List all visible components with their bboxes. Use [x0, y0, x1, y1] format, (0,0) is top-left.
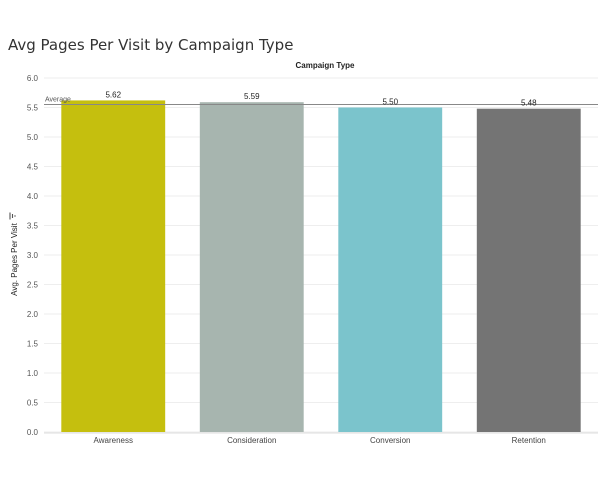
bar-consideration [199, 102, 304, 432]
x-axis-ticks: Awareness Consideration Conversion Retentio… [94, 436, 546, 445]
bar-retention [476, 108, 581, 433]
y-tick-label: 0.5 [27, 399, 39, 408]
y-tick-label: 5.0 [27, 133, 39, 142]
x-tick-label: Consideration [227, 436, 276, 445]
y-tick-label: 3.0 [27, 251, 39, 260]
y-tick-label: 5.5 [27, 104, 39, 113]
y-tick-label: 1.5 [27, 340, 39, 349]
y-tick-label: 4.0 [27, 192, 39, 201]
data-label: 5.62 [105, 90, 121, 99]
x-tick-label: Retention [512, 436, 546, 445]
bars [61, 100, 581, 433]
data-label: 5.50 [382, 98, 398, 107]
column-header: Campaign Type [295, 61, 355, 70]
y-tick-label: 3.5 [27, 222, 39, 231]
y-axis-title: Avg. Pages Per Visit [9, 174, 19, 334]
x-tick-label: Awareness [94, 436, 133, 445]
filter-icon[interactable] [9, 212, 18, 220]
y-tick-label: 6.0 [27, 74, 39, 83]
bar-awareness [61, 100, 166, 433]
data-label: 5.59 [244, 92, 260, 101]
data-label: 5.48 [521, 99, 537, 108]
y-axis-ticks: 0.0 0.5 1.0 1.5 2.0 2.5 3.0 3.5 4.0 4.5 5.0 5.5 6.0 [27, 74, 39, 437]
x-tick-label: Conversion [370, 436, 410, 445]
y-tick-label: 2.5 [27, 281, 39, 290]
y-tick-label: 0.0 [27, 428, 39, 437]
average-reference: Average [44, 97, 598, 106]
y-tick-label: 4.5 [27, 163, 39, 172]
bar-conversion [338, 107, 443, 432]
average-label: Average [45, 97, 71, 104]
y-tick-label: 2.0 [27, 310, 39, 319]
chart-title: Avg Pages Per Visit by Campaign Type [8, 36, 294, 54]
data-labels: 5.62 5.59 5.50 5.48 [105, 90, 537, 107]
y-tick-label: 1.0 [27, 369, 39, 378]
